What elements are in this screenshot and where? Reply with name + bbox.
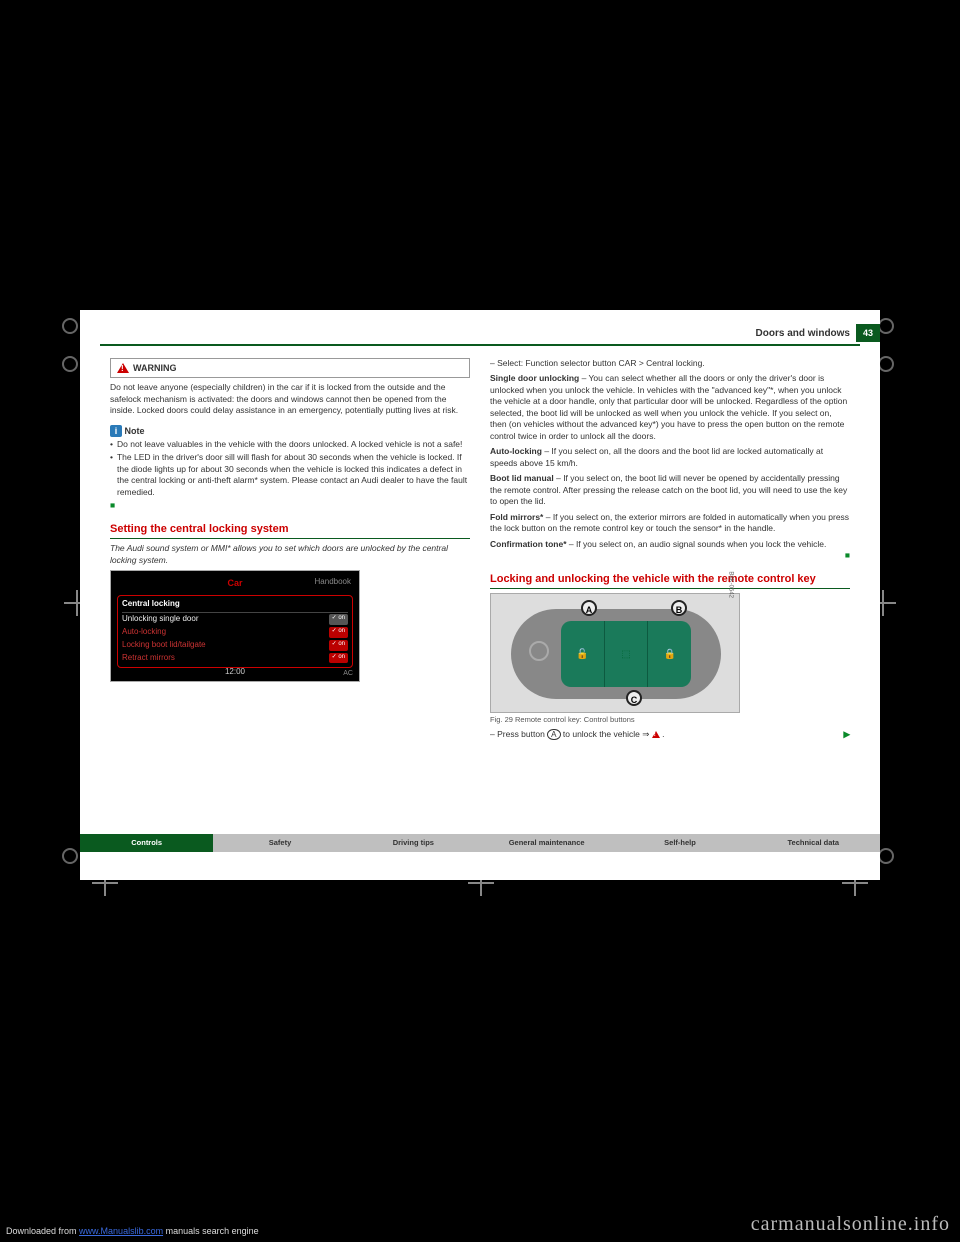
mmi-row: Locking boot lid/tailgate ✓ on <box>122 639 348 652</box>
crop-ring <box>878 318 894 334</box>
note-heading: i Note <box>110 425 470 437</box>
crop-ring <box>878 356 894 372</box>
trunk-button-icon: ⬚ <box>605 621 649 687</box>
crop-ring <box>878 848 894 864</box>
mmi-figure: Car Handbook Central locking Unlocking s… <box>110 570 360 682</box>
footer-tabs: Controls Safety Driving tips General mai… <box>80 834 880 852</box>
info-icon: i <box>110 425 122 437</box>
heading-rule <box>490 588 850 589</box>
mmi-toggle: ✓ on <box>329 653 348 664</box>
para: Auto-locking – If you select on, all the… <box>490 446 850 469</box>
warning-box: WARNING <box>110 358 470 378</box>
tab-safety[interactable]: Safety <box>213 834 346 852</box>
warning-icon <box>652 731 660 738</box>
section-heading: Setting the central locking system <box>110 522 470 537</box>
page-number: 43 <box>856 324 880 342</box>
remote-key: 🔓 ⬚ 🔒 <box>511 609 721 699</box>
figure-ref: B8K-0542 <box>727 572 735 599</box>
para-title: Auto-locking <box>490 446 542 456</box>
tab-driving-tips[interactable]: Driving tips <box>347 834 480 852</box>
para-title: Confirmation tone* <box>490 539 567 549</box>
mmi-row: Unlocking single door ✓ on <box>122 613 348 626</box>
note-label: Note <box>125 426 145 436</box>
tab-general-maintenance[interactable]: General maintenance <box>480 834 613 852</box>
heading-rule <box>110 538 470 539</box>
manual-page: 43 Doors and windows WARNING Do not leav… <box>80 310 880 880</box>
mmi-row-label: Locking boot lid/tailgate <box>122 640 206 651</box>
section-title: Doors and windows <box>756 328 850 339</box>
download-footer: Downloaded from www.Manualslib.com manua… <box>6 1226 259 1236</box>
para-text: – If you select on, the exterior mirrors… <box>490 512 849 533</box>
mmi-clock: 12:00 <box>111 667 359 678</box>
para: Boot lid manual – If you select on, the … <box>490 473 850 507</box>
para-text: – You can select whether all the doors o… <box>490 373 847 440</box>
stage: 43 Doors and windows WARNING Do not leav… <box>0 0 960 1242</box>
tab-controls[interactable]: Controls <box>80 834 213 852</box>
para: Single door unlocking – You can select w… <box>490 373 850 442</box>
press-suffix: . <box>662 729 664 739</box>
mmi-row: Retract mirrors ✓ on <box>122 652 348 665</box>
para-title: Boot lid manual <box>490 473 554 483</box>
mmi-row-label: Auto-locking <box>122 627 166 638</box>
mmi-row-label: Retract mirrors <box>122 653 175 664</box>
unlock-button-icon: 🔓 <box>561 621 605 687</box>
para: Fold mirrors* – If you select on, the ex… <box>490 512 850 535</box>
crop-ring <box>62 318 78 334</box>
download-suffix: manuals search engine <box>166 1226 259 1236</box>
para-text: – If you select on, an audio signal soun… <box>567 539 827 549</box>
audi-logo-icon <box>529 641 549 661</box>
callout-c: C <box>626 690 642 706</box>
para-title: Fold mirrors* <box>490 512 543 522</box>
header-rule <box>100 344 860 346</box>
mmi-toggle: ✓ on <box>329 640 348 651</box>
mmi-toggle: ✓ on <box>329 627 348 638</box>
key-figure: B8K-0542 🔓 ⬚ 🔒 A B C <box>490 593 740 713</box>
mmi-handbook: Handbook <box>315 577 351 588</box>
left-column: WARNING Do not leave anyone (especially … <box>110 358 470 682</box>
applies-marker: ■ <box>490 550 850 561</box>
crop-ring <box>62 356 78 372</box>
para: Confirmation tone* – If you select on, a… <box>490 539 850 550</box>
lock-button-icon: 🔒 <box>648 621 691 687</box>
download-prefix: Downloaded from <box>6 1226 79 1236</box>
tab-technical-data[interactable]: Technical data <box>747 834 880 852</box>
note-bullet-text: The LED in the driver's door sill will f… <box>117 452 470 498</box>
press-line: – Press button A to unlock the vehicle ⇒… <box>490 729 850 741</box>
para-title: Single door unlocking <box>490 373 579 383</box>
note-bullet-text: Do not leave valuables in the vehicle wi… <box>117 439 462 450</box>
press-mid: to unlock the vehicle ⇒ <box>563 729 652 739</box>
mmi-panel-title: Central locking <box>122 599 348 613</box>
warning-icon <box>117 363 129 373</box>
crop-ring <box>62 848 78 864</box>
intro-line: – Select: Function selector button CAR >… <box>490 358 850 369</box>
mmi-screen: Car Handbook Central locking Unlocking s… <box>111 571 359 681</box>
download-link[interactable]: www.Manualslib.com <box>79 1226 163 1236</box>
note-bullet: •Do not leave valuables in the vehicle w… <box>110 439 470 450</box>
mmi-ac: AC <box>343 669 353 678</box>
callout-ref-a: A <box>547 729 560 740</box>
applies-marker: ■ <box>110 500 470 511</box>
continue-arrow-icon: ▶ <box>843 729 850 740</box>
right-column: – Select: Function selector button CAR >… <box>490 358 850 741</box>
note-bullet: •The LED in the driver's door sill will … <box>110 452 470 498</box>
mmi-toggle: ✓ on <box>329 614 348 625</box>
section-heading: Locking and unlocking the vehicle with t… <box>490 572 850 587</box>
mmi-row-label: Unlocking single door <box>122 614 199 625</box>
mmi-row: Auto-locking ✓ on <box>122 626 348 639</box>
tab-self-help[interactable]: Self-help <box>613 834 746 852</box>
mmi-panel: Central locking Unlocking single door ✓ o… <box>117 595 353 668</box>
key-buttons: 🔓 ⬚ 🔒 <box>561 621 691 687</box>
watermark: carmanualsonline.info <box>751 1213 950 1236</box>
warning-label: WARNING <box>133 362 177 374</box>
section-subhead: The Audi sound system or MMI* allows you… <box>110 543 470 566</box>
warning-text: Do not leave anyone (especially children… <box>110 382 470 416</box>
figure-caption: Fig. 29 Remote control key: Control butt… <box>490 715 850 725</box>
warning-heading: WARNING <box>117 362 463 374</box>
press-prefix: – Press button <box>490 729 547 739</box>
